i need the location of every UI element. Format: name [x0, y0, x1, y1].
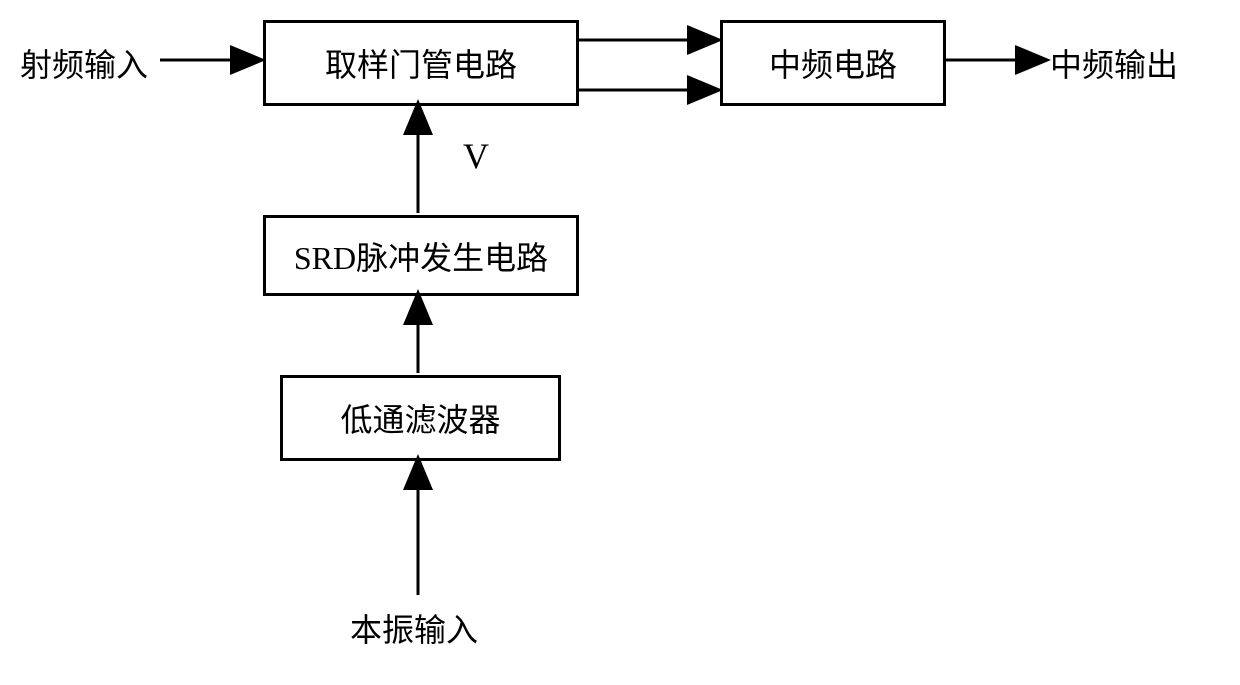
- rf-input-label: 射频输入: [20, 40, 148, 86]
- arrows-layer: [0, 0, 1240, 685]
- v-symbol: V: [463, 135, 489, 177]
- if-output-label: 中频输出: [1050, 40, 1178, 86]
- srd-pulse-label: SRD脉冲发生电路: [294, 233, 548, 279]
- if-circuit-box: 中频电路: [720, 20, 946, 106]
- sampling-gate-box: 取样门管电路: [263, 20, 579, 106]
- lowpass-filter-label: 低通滤波器: [340, 395, 500, 441]
- lo-input-label: 本振输入: [350, 605, 478, 651]
- diagram-canvas: 射频输入 中频输出 本振输入 V 取样门管电路 中频电路 SRD脉冲发生电路 低…: [0, 0, 1240, 685]
- srd-pulse-box: SRD脉冲发生电路: [263, 215, 579, 296]
- sampling-gate-label: 取样门管电路: [325, 40, 517, 86]
- lowpass-filter-box: 低通滤波器: [280, 375, 561, 461]
- if-circuit-label: 中频电路: [769, 40, 897, 86]
